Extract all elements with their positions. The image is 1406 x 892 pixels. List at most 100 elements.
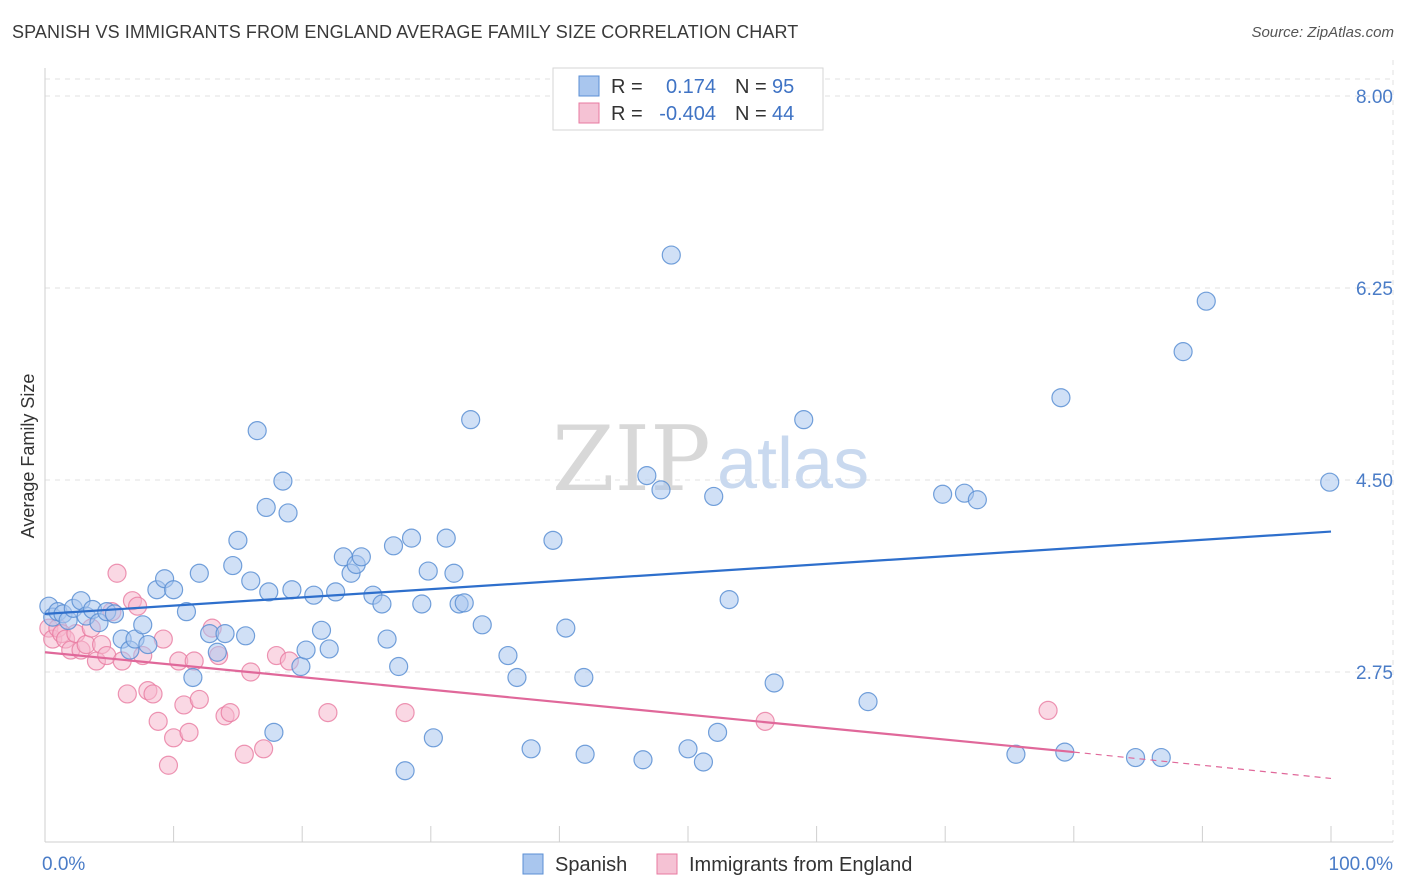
blue-point	[651, 480, 671, 500]
blue-point	[133, 615, 153, 635]
y-tick-label-3: 8.00	[1356, 87, 1393, 108]
blue-point	[418, 561, 438, 581]
blue-point	[319, 639, 339, 659]
blue-point	[521, 739, 541, 759]
blue-point	[1173, 342, 1193, 362]
blue-point	[223, 555, 243, 576]
blue-point	[454, 593, 474, 613]
chart-title: SPANISH VS IMMIGRANTS FROM ENGLAND AVERA…	[12, 22, 799, 42]
pink-trend-line	[44, 651, 1074, 754]
blue-point	[661, 245, 681, 265]
blue-point	[241, 571, 261, 591]
blue-point	[291, 656, 311, 677]
x-tick-label-min: 0.0%	[42, 854, 85, 875]
blue-point	[183, 667, 203, 688]
blue-point	[256, 497, 276, 518]
legend-swatch-blue	[578, 75, 600, 97]
pink-point	[254, 739, 274, 759]
blue-point	[704, 486, 724, 507]
x-tick-label-max: 100.0%	[1329, 854, 1394, 875]
blue-point	[273, 471, 293, 491]
blue-point	[1051, 388, 1071, 408]
series-legend: Spanish Immigrants from England	[522, 853, 912, 876]
source-label: Source: ZipAtlas.com	[1251, 24, 1394, 41]
blue-point	[228, 530, 248, 550]
legend-n-label-blue: N =	[735, 76, 767, 98]
blue-point	[278, 503, 298, 523]
blue-trend-line	[44, 530, 1332, 615]
pink-point	[220, 702, 240, 723]
blue-point	[164, 580, 184, 600]
blue-point	[236, 626, 256, 646]
blue-point	[543, 530, 563, 550]
blue-point	[693, 752, 714, 772]
blue-point	[401, 528, 422, 548]
pink-point	[318, 702, 338, 723]
pink-point	[127, 596, 148, 616]
watermark-atlas: atlas	[717, 424, 869, 504]
pink-point	[395, 702, 415, 723]
blue-point	[461, 410, 481, 430]
blue-point	[507, 667, 527, 688]
blue-point	[104, 604, 125, 624]
y-axis-title: Average Family Size	[18, 374, 38, 539]
blue-point	[383, 536, 404, 556]
blue-point	[633, 750, 653, 770]
y-tick-label-1: 4.50	[1356, 471, 1393, 492]
blue-point	[764, 673, 784, 693]
blue-point	[933, 484, 953, 504]
blue-point	[412, 594, 432, 614]
blue-point	[1006, 744, 1026, 764]
pink-point	[158, 755, 179, 775]
axes	[44, 68, 1393, 843]
blue-point	[498, 645, 518, 666]
blue-point	[215, 623, 235, 644]
blue-point	[351, 547, 371, 567]
watermark: ZIP atlas	[552, 407, 869, 512]
pink-series-points	[39, 563, 1058, 775]
blue-point	[247, 421, 267, 441]
pink-point	[1038, 700, 1058, 721]
blue-point	[326, 582, 346, 602]
blue-point	[707, 722, 728, 742]
blue-point	[472, 615, 492, 635]
blue-point	[311, 620, 332, 640]
y-tick-label-0: 2.75	[1356, 663, 1393, 684]
blue-series-points	[39, 245, 1340, 781]
blue-point	[967, 490, 987, 510]
legend-n-value-pink: 44	[772, 103, 794, 125]
blue-point	[282, 580, 302, 600]
y-tick-labels: 2.75 4.50 6.25 8.00	[1356, 87, 1393, 684]
pink-point	[107, 563, 127, 583]
blue-point	[444, 563, 464, 583]
pink-point	[234, 744, 254, 764]
blue-point	[423, 728, 443, 748]
legend-r-value-blue: 0.174	[666, 76, 716, 98]
blue-point	[189, 563, 209, 583]
correlation-legend: R = 0.174 N = 95 R = -0.404 N = 44	[552, 67, 824, 131]
series-legend-label-spanish: Spanish	[555, 854, 627, 876]
series-legend-swatch-england	[656, 853, 678, 875]
pink-point	[117, 684, 137, 704]
legend-r-label-pink: R =	[611, 103, 643, 125]
blue-point	[259, 582, 279, 602]
y-tick-label-2: 6.25	[1356, 279, 1393, 300]
blue-point	[389, 656, 409, 677]
legend-swatch-pink	[578, 102, 600, 124]
blue-point	[637, 466, 657, 486]
blue-point	[858, 692, 878, 712]
grid-lines	[45, 60, 1394, 842]
blue-point	[794, 410, 814, 430]
blue-point	[575, 744, 595, 764]
blue-point	[719, 589, 739, 610]
blue-point	[1125, 747, 1146, 768]
blue-point	[372, 594, 392, 614]
blue-point	[574, 667, 594, 688]
blue-point	[264, 722, 284, 742]
pink-point	[143, 684, 163, 704]
blue-point	[436, 528, 456, 548]
blue-point	[556, 618, 576, 638]
blue-point	[1320, 472, 1340, 492]
trend-lines	[44, 530, 1332, 780]
